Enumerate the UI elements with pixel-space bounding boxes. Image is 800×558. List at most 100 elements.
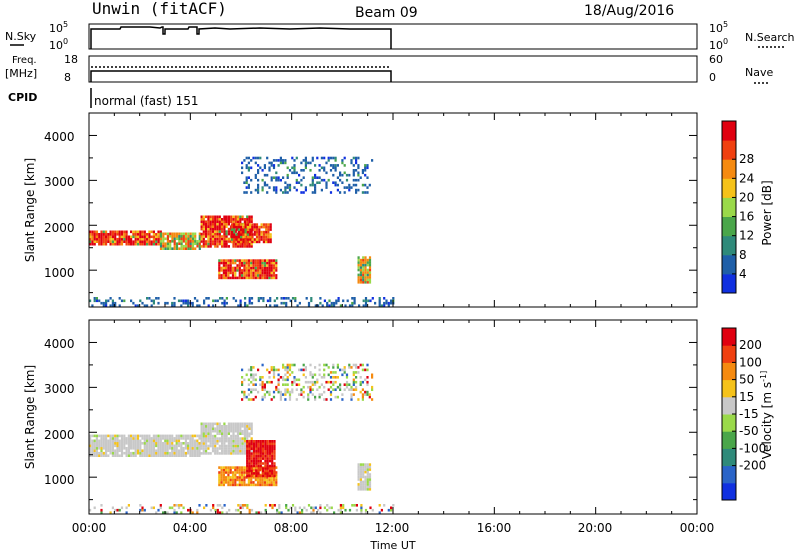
data-cell [93, 230, 96, 234]
data-cell [218, 237, 221, 241]
data-cell [152, 299, 155, 303]
data-cell [180, 454, 183, 457]
data-cell [202, 227, 205, 231]
data-cell [334, 169, 337, 172]
data-cell [343, 164, 346, 167]
beam-title: Beam 09 [355, 5, 418, 21]
data-cell [261, 395, 264, 399]
data-cell [225, 427, 228, 430]
data-cell [252, 156, 255, 160]
data-cell [191, 454, 194, 457]
data-cell [216, 422, 219, 426]
data-cell [298, 378, 301, 382]
data-cell [248, 299, 251, 303]
data-cell [150, 439, 153, 443]
data-cell [341, 373, 344, 377]
colorbar-tick-label: 200 [739, 338, 762, 352]
data-cell [177, 454, 181, 457]
data-cell [150, 449, 153, 452]
data-cell [257, 191, 260, 194]
data-cell [136, 439, 140, 443]
colorbar-frame [721, 120, 737, 294]
data-cell [114, 434, 117, 438]
data-cell [268, 264, 271, 267]
data-cell [182, 247, 185, 250]
data-cell [334, 380, 337, 384]
data-cell [272, 395, 276, 399]
data-cell [211, 218, 215, 221]
data-cell [295, 178, 298, 182]
data-cell [222, 478, 225, 482]
data-cell [276, 304, 279, 307]
data-cell [123, 235, 126, 239]
data-cell [361, 183, 364, 187]
data-cell [311, 373, 314, 377]
data-cell [222, 274, 225, 277]
data-cell [277, 176, 280, 179]
data-cell [232, 434, 235, 438]
data-cell [275, 176, 278, 179]
data-cell [348, 188, 351, 192]
data-cell [214, 429, 217, 433]
data-cell [202, 218, 205, 221]
data-cell [230, 439, 233, 443]
data-cell [286, 390, 289, 394]
data-cell [286, 191, 289, 194]
data-cell [332, 181, 335, 184]
data-cell [262, 442, 265, 446]
data-cell [348, 304, 352, 307]
data-cell [225, 242, 228, 246]
data-cell [198, 244, 201, 248]
data-cell [304, 368, 307, 372]
data-cell [232, 442, 235, 445]
data-cell [246, 432, 249, 435]
data-cell [287, 508, 290, 512]
data-cell [218, 481, 221, 484]
data-cell [111, 242, 114, 246]
data-cell [225, 261, 228, 265]
data-cell [275, 264, 278, 267]
data-cell [385, 301, 388, 305]
data-cell [173, 504, 176, 507]
data-cell [250, 191, 253, 194]
data-cell [268, 186, 271, 189]
data-cell [214, 447, 217, 450]
data-cell [100, 434, 103, 438]
data-cell [238, 478, 241, 482]
data-cell [120, 439, 124, 443]
data-cell [241, 504, 244, 507]
data-cell [243, 264, 246, 267]
data-cell [150, 447, 153, 450]
data-cell [111, 233, 114, 236]
data-cell [242, 228, 245, 231]
data-cell [193, 297, 197, 300]
data-cell [332, 380, 335, 384]
time-tick: 00:00 [680, 521, 715, 535]
data-cell [159, 247, 163, 250]
data-cell [177, 442, 181, 445]
data-cell [98, 451, 101, 455]
data-cell [323, 178, 326, 182]
data-cell [216, 427, 219, 430]
data-cell [211, 225, 215, 228]
data-cell [222, 271, 225, 275]
data-cell [141, 240, 144, 243]
data-cell [232, 215, 235, 219]
data-cell [207, 444, 210, 448]
data-cell [223, 432, 226, 435]
data-cell [261, 363, 264, 367]
data-cell [202, 230, 205, 233]
data-cell [171, 232, 174, 236]
data-cell [323, 506, 326, 510]
data-cell [343, 366, 346, 369]
data-cell [268, 271, 271, 275]
data-cell [248, 449, 251, 453]
data-cell [355, 159, 358, 162]
data-cell [155, 454, 158, 457]
data-cell [245, 176, 248, 179]
data-cell [222, 468, 225, 472]
data-cell [323, 166, 326, 170]
data-cell [264, 440, 267, 443]
data-cell [141, 242, 144, 246]
